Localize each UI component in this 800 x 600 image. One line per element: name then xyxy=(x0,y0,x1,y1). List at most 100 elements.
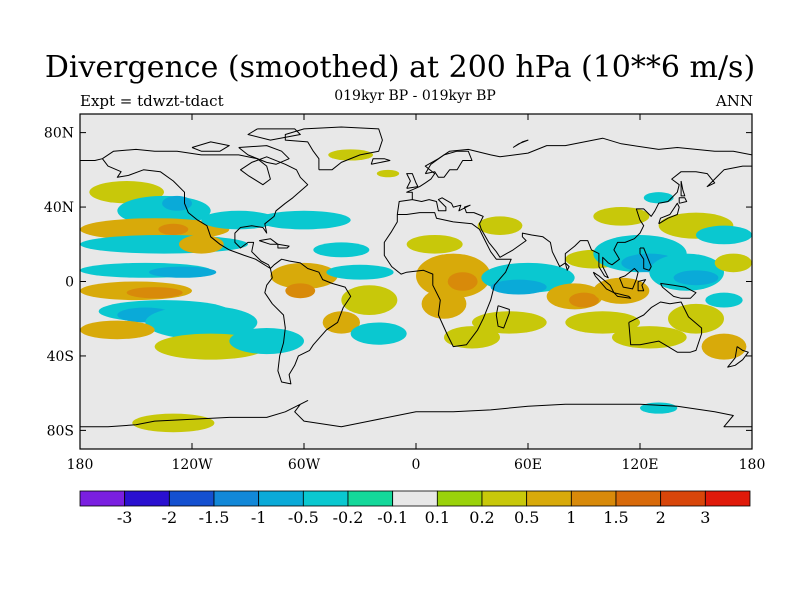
field-patch-3 xyxy=(80,218,230,241)
field-patch-47 xyxy=(612,326,687,349)
colorbar-box-4 xyxy=(258,490,304,507)
colorbar-label-9: 0.5 xyxy=(514,508,539,527)
field-patch-49 xyxy=(701,333,747,360)
coastline-22 xyxy=(191,141,230,152)
coastline-18 xyxy=(495,305,510,329)
field-patch-31 xyxy=(447,272,478,291)
field-patch-55 xyxy=(705,292,743,308)
plot-subtitle: 019kyr BP - 019kyr BP xyxy=(334,88,496,104)
field-patch-20 xyxy=(313,242,370,258)
colorbar-label-10: 1 xyxy=(566,508,576,527)
plot-title: Divergence (smoothed) at 200 hPa (10**6 … xyxy=(44,50,756,85)
colorbar: -3 -2 -1.5 -1 -0.5 -0.2 -0.1 0.1 0.2 0.5 1 1.5 2 3 xyxy=(79,490,751,527)
field-patch-23 xyxy=(326,264,394,280)
coastline-0 xyxy=(102,148,309,269)
field-patch-21 xyxy=(270,262,338,289)
axis-ticks: 180 120W 60W 0 60E 120E 180 80N 40N 0 40S 80S xyxy=(44,114,765,473)
field-patch-2 xyxy=(162,195,192,211)
colorbar-box-3 xyxy=(213,490,260,507)
colorbar-box-12 xyxy=(615,490,662,507)
field-patch-45 xyxy=(593,277,650,304)
colorbar-label-7: 0.1 xyxy=(425,508,450,527)
field-patch-17 xyxy=(178,234,224,254)
coastline-16 xyxy=(678,197,688,204)
field-patch-44 xyxy=(673,270,719,286)
field-patch-25 xyxy=(322,311,361,334)
y-tick-label-2: 0 xyxy=(65,275,74,291)
coastline-27 xyxy=(564,262,570,271)
colorbar-label-1: -2 xyxy=(162,508,178,527)
colorbar-box-6 xyxy=(347,490,394,507)
coastline-29 xyxy=(680,180,686,197)
y-tick-label-3: 40S xyxy=(47,349,74,365)
field-patch-7 xyxy=(149,266,217,278)
colorbar-box-7 xyxy=(392,490,438,507)
field-patch-19 xyxy=(257,210,351,230)
x-tick-label-1: 120W xyxy=(171,457,213,473)
colorbar-box-1 xyxy=(124,490,170,507)
coastline-8 xyxy=(424,150,473,178)
field-patch-48 xyxy=(668,303,724,334)
colorbar-box-10 xyxy=(526,490,572,507)
field-patch-54 xyxy=(714,253,752,273)
coastline-20 xyxy=(80,400,752,428)
coastline-5 xyxy=(80,158,103,161)
colorbar-label-4: -0.5 xyxy=(288,508,319,527)
coastline-19 xyxy=(727,346,749,368)
divergence-field xyxy=(80,149,752,433)
field-patch-37 xyxy=(472,311,547,334)
coastline-28 xyxy=(512,139,529,148)
y-tick-label-0: 80N xyxy=(44,126,74,142)
field-patch-24 xyxy=(341,285,398,315)
experiment-label: Expt = tdwzt-tdact xyxy=(80,92,224,110)
season-label: ANN xyxy=(715,92,753,110)
field-patch-46 xyxy=(565,311,641,334)
coastline-24 xyxy=(370,158,391,165)
field-patch-51 xyxy=(593,207,650,226)
field-patch-18 xyxy=(201,210,276,230)
field-patch-13 xyxy=(80,320,155,340)
coastline-23 xyxy=(247,128,301,141)
colorbar-label-0: -3 xyxy=(117,508,133,527)
x-tick-label-2: 60W xyxy=(288,457,321,473)
field-patch-32 xyxy=(421,288,467,319)
colorbar-label-11: 1.5 xyxy=(603,508,628,527)
field-patch-28 xyxy=(376,169,400,178)
y-tick-label-4: 80S xyxy=(47,423,74,439)
coastline-9 xyxy=(628,301,703,353)
map-background xyxy=(80,114,752,449)
colorbar-label-12: 2 xyxy=(656,508,666,527)
colorbar-box-13 xyxy=(660,490,706,507)
colorbar-box-9 xyxy=(481,490,528,507)
field-patch-27 xyxy=(328,149,374,161)
x-tick-label-6: 180 xyxy=(739,457,766,473)
coastline-14 xyxy=(637,279,647,292)
coastline-6 xyxy=(412,165,752,279)
coastline-12 xyxy=(613,292,632,299)
coastline-4 xyxy=(396,137,752,215)
field-patch-29 xyxy=(406,234,463,254)
field-patch-9 xyxy=(126,287,183,299)
coastline-21 xyxy=(238,145,290,165)
colorbar-label-13: 3 xyxy=(700,508,710,527)
coastline-13 xyxy=(619,268,639,290)
coastline-17 xyxy=(639,247,652,271)
field-patch-34 xyxy=(477,216,523,235)
field-patch-52 xyxy=(696,225,752,245)
colorbar-box-2 xyxy=(168,490,215,507)
field-patch-53 xyxy=(643,192,674,204)
colorbar-box-8 xyxy=(436,490,483,507)
colorbar-box-14 xyxy=(704,490,751,507)
colorbar-box-5 xyxy=(302,490,349,507)
colorbar-label-3: -1 xyxy=(251,508,267,527)
x-tick-label-3: 0 xyxy=(412,457,421,473)
x-tick-label-0: 180 xyxy=(67,457,94,473)
coastline-15 xyxy=(658,202,680,225)
x-tick-label-5: 120E xyxy=(622,457,659,473)
colorbar-label-6: -0.1 xyxy=(377,508,408,527)
field-patch-36 xyxy=(490,279,547,295)
field-patch-22 xyxy=(285,283,316,299)
coastline-2 xyxy=(284,126,383,171)
coastline-3 xyxy=(383,212,512,348)
